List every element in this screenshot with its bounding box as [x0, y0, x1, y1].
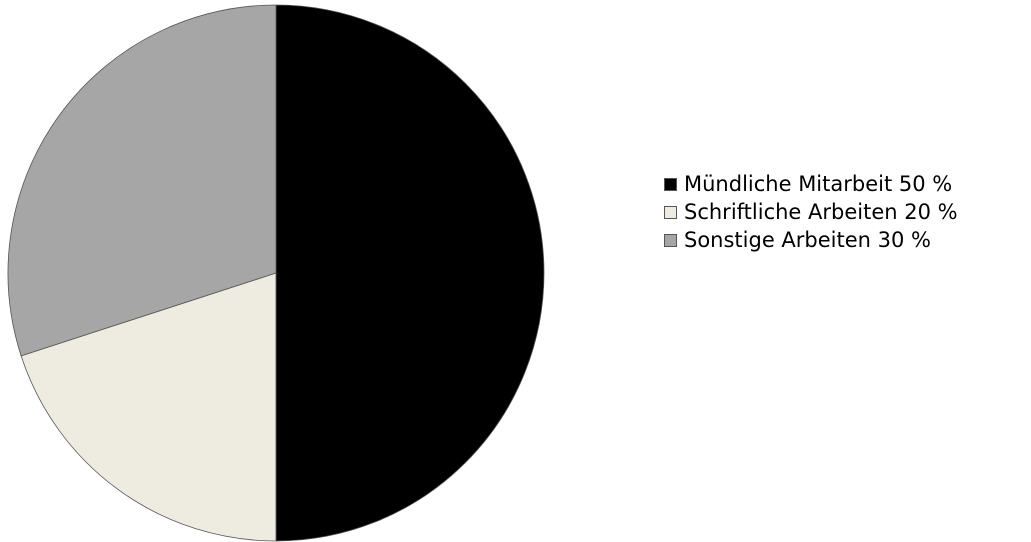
pie-plot-area	[7, 4, 545, 542]
legend-item-sonstige-arbeiten: Sonstige Arbeiten 30 %	[664, 226, 958, 254]
legend-label-sonstige-arbeiten: Sonstige Arbeiten 30 %	[684, 228, 931, 252]
pie-slice-schriftliche-arbeiten	[20, 272, 277, 542]
legend-label-schriftliche-arbeiten: Schriftliche Arbeiten 20 %	[684, 200, 958, 224]
chart-legend: Mündliche Mitarbeit 50 % Schriftliche Ar…	[664, 170, 958, 254]
pie-slice-muendliche-mitarbeit	[275, 4, 545, 542]
legend-item-muendliche-mitarbeit: Mündliche Mitarbeit 50 %	[664, 170, 958, 198]
legend-swatch-schriftliche-arbeiten	[664, 205, 677, 219]
legend-swatch-sonstige-arbeiten	[664, 233, 677, 247]
pie-slice-sonstige-arbeiten	[7, 4, 277, 357]
legend-label-muendliche-mitarbeit: Mündliche Mitarbeit 50 %	[684, 172, 953, 196]
legend-swatch-muendliche-mitarbeit	[664, 177, 677, 191]
legend-item-schriftliche-arbeiten: Schriftliche Arbeiten 20 %	[664, 198, 958, 226]
